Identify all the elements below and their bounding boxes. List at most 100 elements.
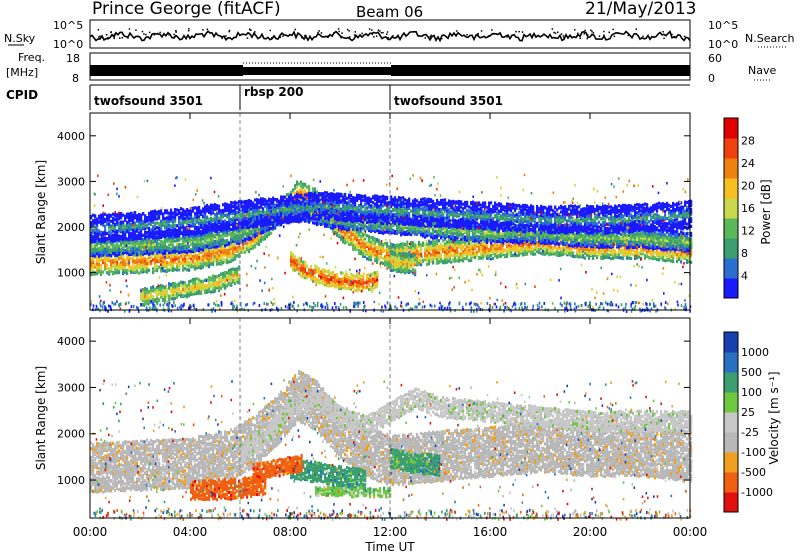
power-cell [124,249,127,253]
power-cell [178,263,181,267]
power-cell [524,251,527,255]
power-cell [100,270,103,274]
power-cell [472,229,475,233]
power-cell [106,263,109,267]
power-cell [452,231,455,235]
power-cell [454,232,457,236]
power-cell [240,239,243,243]
power-cell [422,226,425,230]
noise-search-dot [380,32,383,34]
power-cell [200,264,203,268]
power-cell [408,245,411,250]
power-cell [496,234,499,238]
power-cell [460,252,463,256]
power-cell [466,236,469,240]
power-cell [262,214,265,218]
power-cell [544,234,547,238]
power-cell [678,250,681,254]
power-cell [488,254,491,258]
power-cell [206,259,209,263]
power-cell [358,214,361,218]
power-cell [542,237,545,241]
power-cell [222,249,225,253]
power-cell [606,250,609,254]
power-cell [266,228,269,232]
power-cell [202,231,205,236]
power-cell [152,258,155,262]
power-cell [436,227,439,231]
power-cell [216,250,219,254]
power-cell [566,248,569,253]
power-cell [612,254,615,258]
power-cell [174,254,177,258]
power-cell [354,234,357,238]
power-cell [130,269,133,273]
power-cell [558,253,561,257]
power-cell [386,263,389,267]
power-cell [638,255,641,259]
power-cell [546,248,549,252]
power-cell [454,255,457,259]
power-cell [370,250,373,254]
date-title: 21/May/2013 [585,0,697,19]
power-cell [306,191,309,195]
power-cell [100,248,103,253]
power-cell [124,270,127,274]
power-cell [664,253,667,257]
power-cell [354,225,357,229]
power-cell [670,259,673,263]
power-cell [220,256,223,260]
power-cell [104,249,107,253]
power-cell [506,238,509,242]
power-cell [276,223,279,227]
power-cell [526,228,529,232]
power-cell [238,252,241,256]
power-cell [478,248,481,252]
power-cell [146,241,149,245]
power-cell [152,243,155,247]
power-cell [244,229,247,233]
power-cell [130,251,133,255]
power-cell [140,269,143,273]
power-cell [526,239,529,243]
power-cell [144,261,147,265]
power-cell [298,220,301,224]
power-cell [486,230,489,234]
power-cell [90,243,93,247]
power-cell [622,252,625,256]
power-cell [238,232,241,236]
power-cell [436,233,439,237]
power-cell [362,252,365,256]
power-cell [360,250,363,255]
power-cell [172,268,175,272]
power-cell [462,236,465,240]
power-cell [346,224,349,228]
noise-search-dot [560,33,563,35]
power-cell [520,249,523,254]
power-cell [372,251,375,255]
power-cell [418,258,421,262]
power-cell [516,240,519,244]
power-cell [166,239,169,243]
noise-search-dot [119,37,121,39]
power-cell [118,262,121,266]
power-cell [460,237,463,241]
power-cell [232,233,235,237]
power-cell [680,240,683,244]
power-cell [636,256,639,260]
power-cell [522,242,525,246]
power-cell [524,237,527,241]
power-cell [232,239,235,243]
noise-search-dot [113,37,115,40]
power-cell [312,211,315,215]
power-cell [376,222,379,226]
power-cell [442,239,445,243]
power-cell [382,261,385,265]
power-cell [496,254,499,258]
power-cell [432,248,435,252]
power-cell [636,253,639,257]
noise-search-dot [586,37,588,40]
power-cell [202,265,205,269]
power-cell [586,247,589,251]
noise-search-dot [683,35,686,38]
